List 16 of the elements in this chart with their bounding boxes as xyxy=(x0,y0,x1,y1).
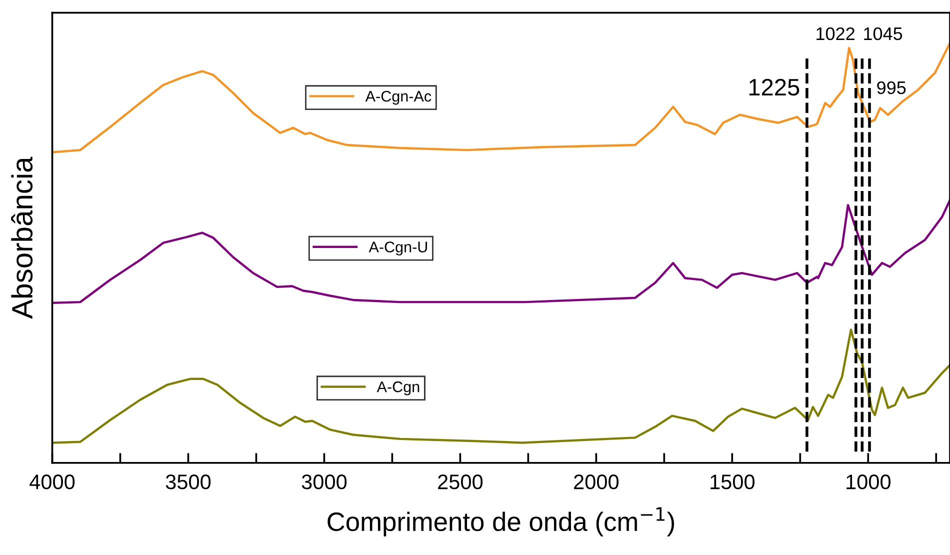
x-tick-label: 1000 xyxy=(846,474,890,490)
ref-line-label: 1022 xyxy=(816,27,854,40)
y-axis-title: Absorbância xyxy=(11,156,33,319)
x-tick-label: 1500 xyxy=(710,474,755,490)
ref-line-label: 1225 xyxy=(749,78,800,96)
x-tick-label: 3500 xyxy=(166,474,211,490)
legend-label: A-Cgn-U xyxy=(368,242,427,256)
x-tick-label: 2000 xyxy=(574,474,619,490)
x-tick-label: 2500 xyxy=(438,474,483,490)
x-tick-label: 3000 xyxy=(302,474,347,490)
legend-label: A-Cgn-Ac xyxy=(365,90,432,105)
legend-label: A-Cgn xyxy=(376,381,420,396)
x-tick-label: 4000 xyxy=(30,474,75,490)
x-axis-title: Comprimento de onda (cm$^{−1}$) xyxy=(328,507,674,536)
ref-line-label: 1045 xyxy=(864,27,902,40)
ref-line-label: 995 xyxy=(877,81,906,94)
